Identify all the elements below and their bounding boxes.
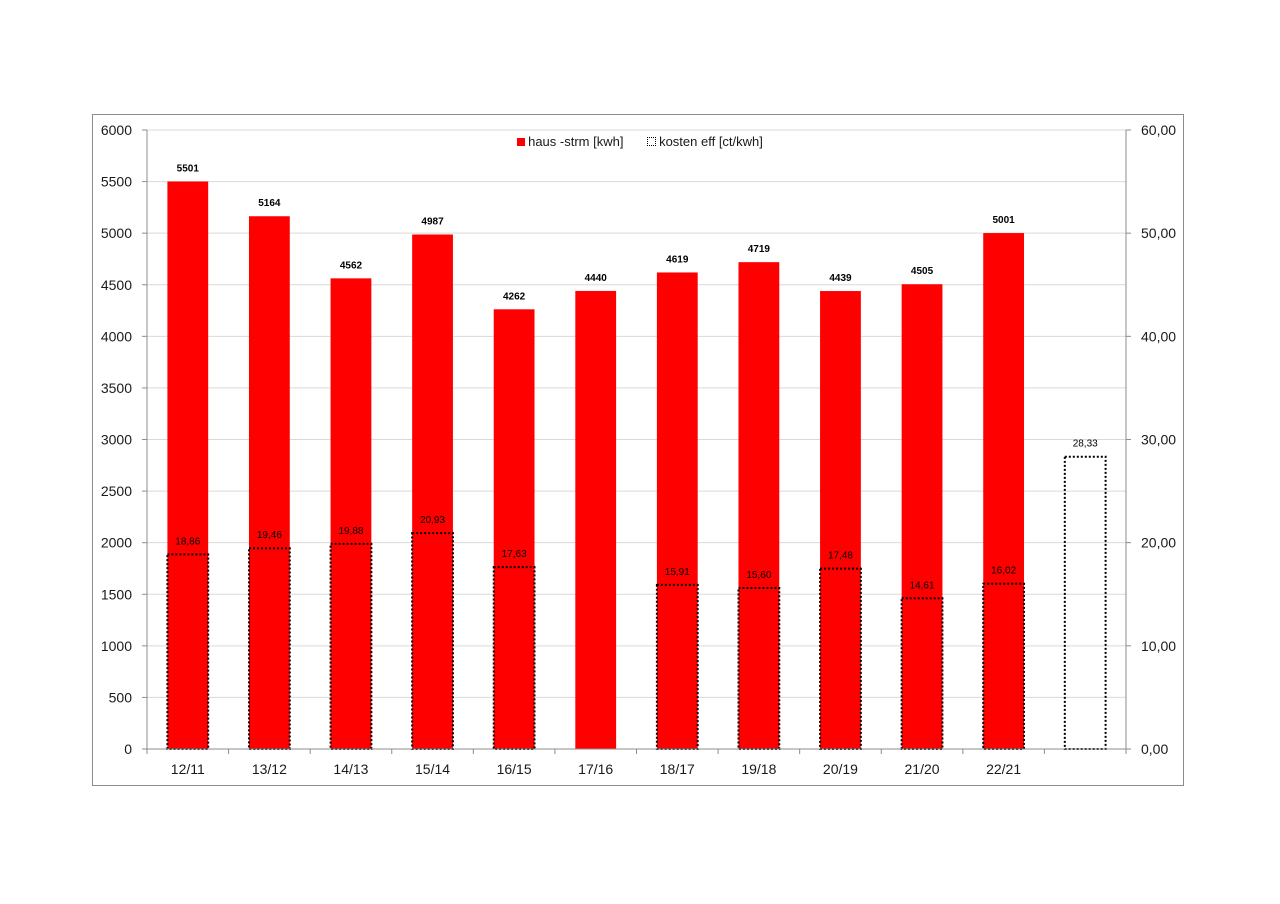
legend-swatch-strom xyxy=(517,137,526,146)
x-axis-tick-label: 14/13 xyxy=(333,761,368,777)
strom-data-label: 5001 xyxy=(993,215,1016,226)
axes: 0 500 1000 1500 2000 2500 3000 3500 4000 4500 5000… xyxy=(101,122,1176,777)
legend-label-kosten: kosten eff [ct/kwh] xyxy=(659,134,763,149)
left-axis-tick-label: 5000 xyxy=(101,225,132,241)
strom-data-label: 4505 xyxy=(911,266,934,277)
strom-data-label: 4440 xyxy=(585,273,608,284)
kosten-bar xyxy=(329,542,373,750)
strom-bar xyxy=(656,272,698,749)
kosten-data-label: 17,48 xyxy=(828,551,853,562)
strom-bar xyxy=(412,234,453,750)
legend-label-strom: haus -strm [kwh] xyxy=(528,134,624,149)
strom-bar xyxy=(983,233,1025,750)
kosten-data-label: 28,33 xyxy=(1073,439,1098,450)
left-axis-tick-label: 3000 xyxy=(101,432,132,448)
kosten-bar xyxy=(737,587,781,750)
strom-bars xyxy=(167,181,1025,750)
kosten-data-label: 15,60 xyxy=(746,570,771,581)
right-axis-tick-label: 10,00 xyxy=(1141,638,1176,654)
x-axis-tick-label: 19/18 xyxy=(741,761,776,777)
strom-bar xyxy=(330,278,372,749)
x-axis-tick-label: 15/14 xyxy=(415,761,450,777)
left-axis-tick-label: 500 xyxy=(109,689,133,705)
kosten-bar xyxy=(982,582,1026,750)
x-axis-tick-label: 18/17 xyxy=(660,761,695,777)
x-axis-tick-label: 12/11 xyxy=(171,761,205,777)
kosten-bars xyxy=(166,455,1107,751)
left-axis-tick-label: 2500 xyxy=(101,483,132,499)
x-axis-tick-label: 20/19 xyxy=(823,761,858,777)
left-axis-tick-label: 1000 xyxy=(101,638,132,654)
strom-bar xyxy=(575,290,617,749)
right-axis-tick-label: 60,00 xyxy=(1141,122,1176,138)
left-axis-tick-label: 4000 xyxy=(101,328,132,344)
strom-data-label: 4619 xyxy=(666,254,689,265)
x-axis-tick-label: 22/21 xyxy=(986,761,1021,777)
legend-swatch-kosten xyxy=(647,137,657,147)
kosten-data-label: 20,93 xyxy=(420,515,445,526)
right-axis-tick-label: 50,00 xyxy=(1141,225,1176,241)
strom-bar xyxy=(248,216,290,750)
kosten-data-label: 18,86 xyxy=(175,536,200,547)
right-axis-tick-label: 20,00 xyxy=(1141,535,1176,551)
kosten-data-label: 14,61 xyxy=(910,580,935,591)
gridlines xyxy=(147,129,1126,750)
left-axis-tick-label: 4500 xyxy=(101,277,132,293)
kosten-data-label: 16,02 xyxy=(991,566,1016,577)
legend-item-strom: haus -strm [kwh] xyxy=(517,134,623,149)
kosten-data-label: 19,88 xyxy=(338,526,363,537)
left-axis-tick-label: 6000 xyxy=(101,122,132,138)
left-axis-tick-label: 1500 xyxy=(101,586,132,602)
strom-data-label: 4562 xyxy=(340,260,363,271)
kosten-bar xyxy=(1063,455,1107,750)
strom-data-label: 4719 xyxy=(748,244,771,255)
kosten-data-label: 15,91 xyxy=(665,567,690,578)
legend-item-kosten: kosten eff [ct/kwh] xyxy=(647,134,763,149)
strom-bar xyxy=(901,284,943,749)
x-axis-tick-label: 21/20 xyxy=(905,761,940,777)
strom-data-label: 4987 xyxy=(421,217,444,228)
strom-bar xyxy=(493,309,535,749)
strom-bar xyxy=(167,181,209,749)
x-axis-tick-label: 13/12 xyxy=(252,761,287,777)
right-axis-tick-label: 30,00 xyxy=(1141,432,1176,448)
x-axis-tick-label: 17/16 xyxy=(578,761,613,777)
legend: haus -strm [kwh] kosten eff [ct/kwh] xyxy=(0,134,1280,149)
left-axis-tick-label: 3500 xyxy=(101,380,132,396)
kosten-data-label: 19,46 xyxy=(257,530,282,541)
x-axis-tick-label: 16/15 xyxy=(497,761,532,777)
strom-bar xyxy=(820,291,861,749)
left-axis-tick-label: 5500 xyxy=(101,174,132,190)
left-axis-tick-label: 2000 xyxy=(101,535,132,551)
strom-data-label: 4262 xyxy=(503,291,526,302)
kosten-bar xyxy=(166,553,210,750)
strom-bar xyxy=(738,262,780,749)
strom-data-label: 4439 xyxy=(829,273,852,284)
strom-data-label: 5164 xyxy=(258,198,281,209)
kosten-bar xyxy=(900,597,944,750)
strom-data-label: 5501 xyxy=(177,163,200,174)
right-axis-tick-label: 40,00 xyxy=(1141,328,1176,344)
data-labels: 5501 5164 4562 4987 4262 4440 4619 4719 4439 4505… xyxy=(175,163,1098,591)
right-axis-tick-label: 0,00 xyxy=(1141,741,1168,757)
left-axis-tick-label: 0 xyxy=(124,741,132,757)
kosten-bar xyxy=(492,566,536,751)
kosten-data-label: 17,63 xyxy=(502,549,527,560)
